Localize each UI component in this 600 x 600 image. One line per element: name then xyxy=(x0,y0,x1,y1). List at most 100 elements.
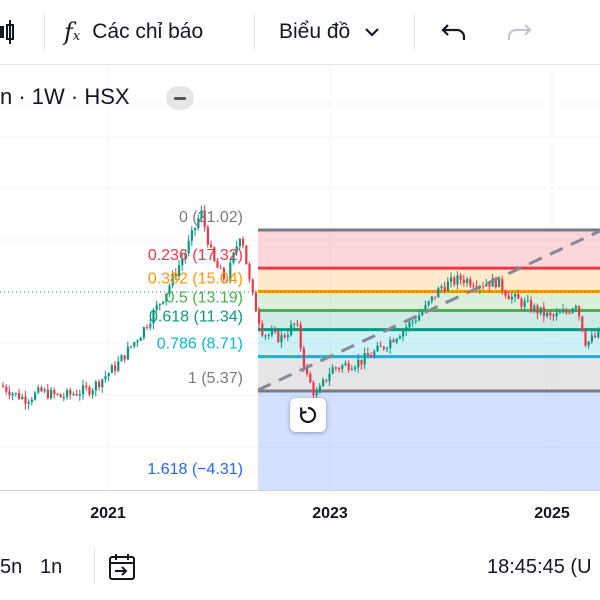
candle-body xyxy=(296,323,299,325)
candle-body xyxy=(130,346,133,348)
candle-body xyxy=(37,387,40,393)
candle-body xyxy=(485,284,488,287)
candle-body xyxy=(258,311,261,324)
indicators-button[interactable]: fx Các chỉ báo xyxy=(64,0,244,64)
candle-body xyxy=(434,296,437,298)
candle-body xyxy=(126,346,129,360)
candle-body xyxy=(270,331,273,335)
candle-body xyxy=(21,396,24,400)
candle-body xyxy=(30,399,33,402)
candle-body xyxy=(347,363,350,370)
top-toolbar: fx Các chỉ báo Biểu đồ xyxy=(0,0,600,65)
candle-body xyxy=(549,312,552,315)
time-axis-label: 2021 xyxy=(90,505,126,522)
candle-body xyxy=(27,401,30,404)
candle-body xyxy=(203,210,206,228)
candle-body xyxy=(56,393,59,395)
range-1n-button[interactable]: 1n xyxy=(40,556,63,578)
symbol-legend[interactable]: n · 1W · HSX xyxy=(0,84,130,109)
candle-body xyxy=(462,279,465,284)
candle-body xyxy=(382,346,385,349)
candle-body xyxy=(510,296,513,300)
candle-body xyxy=(306,367,309,374)
candle-body xyxy=(565,310,568,313)
candle-body xyxy=(2,385,5,387)
candle-body xyxy=(222,267,225,280)
candle-body xyxy=(158,303,161,305)
candle-body xyxy=(194,228,197,231)
time-axis[interactable]: 2021 2023 2025 xyxy=(0,490,600,537)
candle-body xyxy=(318,385,321,393)
candle-body xyxy=(395,338,398,343)
chart-pane[interactable]: 0 (21.02) 0.236 (17.32) 0.382 (15.04) 0.5 (… xyxy=(0,64,600,490)
candle-body xyxy=(149,323,152,328)
candle-body xyxy=(341,365,344,370)
candle-body xyxy=(117,361,120,371)
candle-body xyxy=(363,353,366,365)
candle-body xyxy=(459,275,462,280)
candle-body xyxy=(520,298,523,307)
trend-line[interactable] xyxy=(257,229,600,392)
reset-chart-button[interactable] xyxy=(290,398,326,432)
candle-body xyxy=(350,368,353,370)
candle-body xyxy=(386,348,389,350)
fib-level-label: 1 (5.37) xyxy=(188,370,243,387)
chart-type-button[interactable]: Biểu đồ xyxy=(279,0,399,64)
candle-style-icon[interactable] xyxy=(0,0,22,64)
candle-body xyxy=(530,300,533,312)
toolbar-divider xyxy=(44,14,45,50)
candle-body xyxy=(168,285,171,294)
fibonacci-zones xyxy=(258,228,600,490)
candle-body xyxy=(514,294,517,297)
candle-body xyxy=(11,393,14,396)
candle-body xyxy=(472,285,475,287)
candle-body xyxy=(200,210,203,219)
candle-body xyxy=(75,394,78,396)
range-5n-button[interactable]: 5n xyxy=(0,556,23,578)
candle-body xyxy=(536,305,539,314)
price-chart[interactable]: 0 (21.02) 0.236 (17.32) 0.382 (15.04) 0.5 (… xyxy=(0,64,600,490)
undo-icon xyxy=(441,24,466,40)
candle-body xyxy=(43,389,46,392)
chevron-down-icon xyxy=(365,28,380,37)
candle-body xyxy=(190,230,193,241)
candle-body xyxy=(315,392,318,396)
candle-body xyxy=(24,396,27,404)
redo-button[interactable] xyxy=(505,0,535,64)
candle-body xyxy=(238,239,241,247)
clock-timezone-button[interactable]: 18:45:45 (U xyxy=(487,556,592,578)
candle-body xyxy=(123,355,126,360)
collapse-legend-button[interactable] xyxy=(166,86,194,110)
candle-body xyxy=(146,327,149,329)
toolbar-divider xyxy=(94,548,95,584)
candle-body xyxy=(402,330,405,337)
candle-body xyxy=(440,286,443,289)
candle-body xyxy=(590,335,593,342)
candle-body xyxy=(53,389,56,394)
candle-body xyxy=(322,379,325,386)
candle-body xyxy=(264,335,267,337)
indicators-label: Các chỉ báo xyxy=(92,20,204,43)
candle-body xyxy=(232,252,235,263)
candle-body xyxy=(366,353,369,356)
candle-body xyxy=(574,306,577,309)
candle-body xyxy=(229,262,232,282)
candle-body xyxy=(286,335,289,338)
candle-body xyxy=(309,373,312,383)
candle-body xyxy=(379,345,382,347)
candle-body xyxy=(133,342,136,347)
candle-body xyxy=(235,246,238,253)
candle-body xyxy=(162,301,165,304)
candle-body xyxy=(104,376,107,380)
candle-body xyxy=(446,281,449,291)
candle-body xyxy=(293,323,296,325)
calendar-range-icon[interactable] xyxy=(106,551,138,583)
candle-body xyxy=(210,244,213,248)
candle-body xyxy=(562,310,565,313)
candle-body xyxy=(277,331,280,343)
candle-body xyxy=(414,320,417,322)
candle-body xyxy=(376,345,379,352)
candle-body xyxy=(78,394,81,396)
candle-body xyxy=(59,394,62,398)
undo-button[interactable] xyxy=(440,0,470,64)
